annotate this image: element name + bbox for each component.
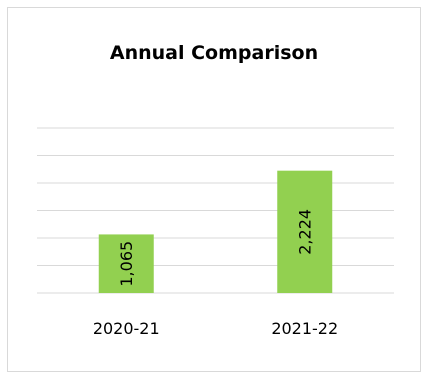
x-tick-label: 2020-21 xyxy=(93,319,160,338)
chart-title: Annual Comparison xyxy=(109,42,319,64)
bar-2020-21 xyxy=(98,234,154,293)
data-label-2020-21: 1,065 xyxy=(117,241,136,287)
chart-plot-area: 1,065 2020-21 2,224 2021-22 xyxy=(37,127,394,338)
data-label-2021-22: 2,224 xyxy=(296,209,315,255)
x-tick-label: 2021-22 xyxy=(271,319,338,338)
bar-2021-22 xyxy=(277,170,333,293)
chart-frame: Annual Comparison 1,065 2020-21 2,224 2021-… xyxy=(7,7,421,372)
